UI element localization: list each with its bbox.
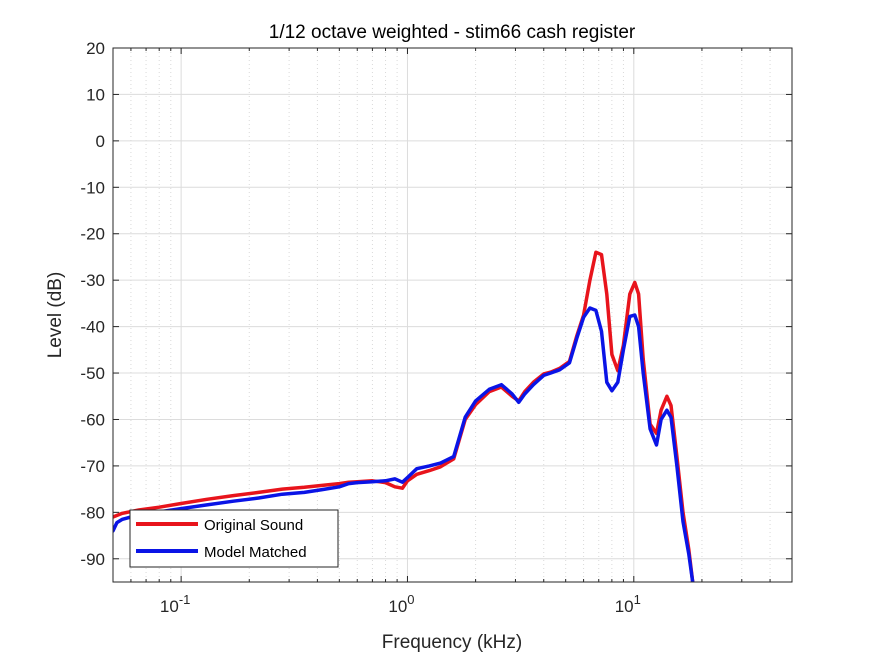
y-tick-label: -80 [80,503,105,522]
y-axis-label: Level (dB) [45,272,66,359]
y-tick-label: -10 [80,178,105,197]
y-tick-label: 10 [86,85,105,104]
series-line-model-matched [113,306,695,582]
x-tick-label: 100 [388,592,414,616]
legend-label-model-matched: Model Matched [204,544,307,561]
legend-label-original-sound: Original Sound [204,517,303,534]
y-tick-label: -60 [80,410,105,429]
y-tick-label: -20 [80,225,105,244]
x-tick-label: 101 [615,592,641,616]
y-tick-label: -90 [80,550,105,569]
y-tick-label: -70 [80,457,105,476]
legend: Original Sound Model Matched [129,509,339,568]
y-tick-label: 0 [96,132,105,151]
series-layer [113,250,695,582]
legend-box [129,509,339,568]
x-tick-label: 10-1 [160,592,190,616]
y-tick-label: -30 [80,271,105,290]
ticks [112,47,793,582]
chart-title: 1/12 octave weighted - stim66 cash regis… [269,22,636,43]
y-tick-label: -40 [80,318,105,337]
plot-frame [112,47,793,583]
x-axis-label: Frequency (kHz) [382,632,522,653]
y-tick-label: 20 [86,39,105,58]
tick-labels: 10-1 100 10120100-10-20-30-40-50-60-70-80-… [80,39,640,616]
plot-background [113,48,792,582]
y-tick-label: -50 [80,364,105,383]
